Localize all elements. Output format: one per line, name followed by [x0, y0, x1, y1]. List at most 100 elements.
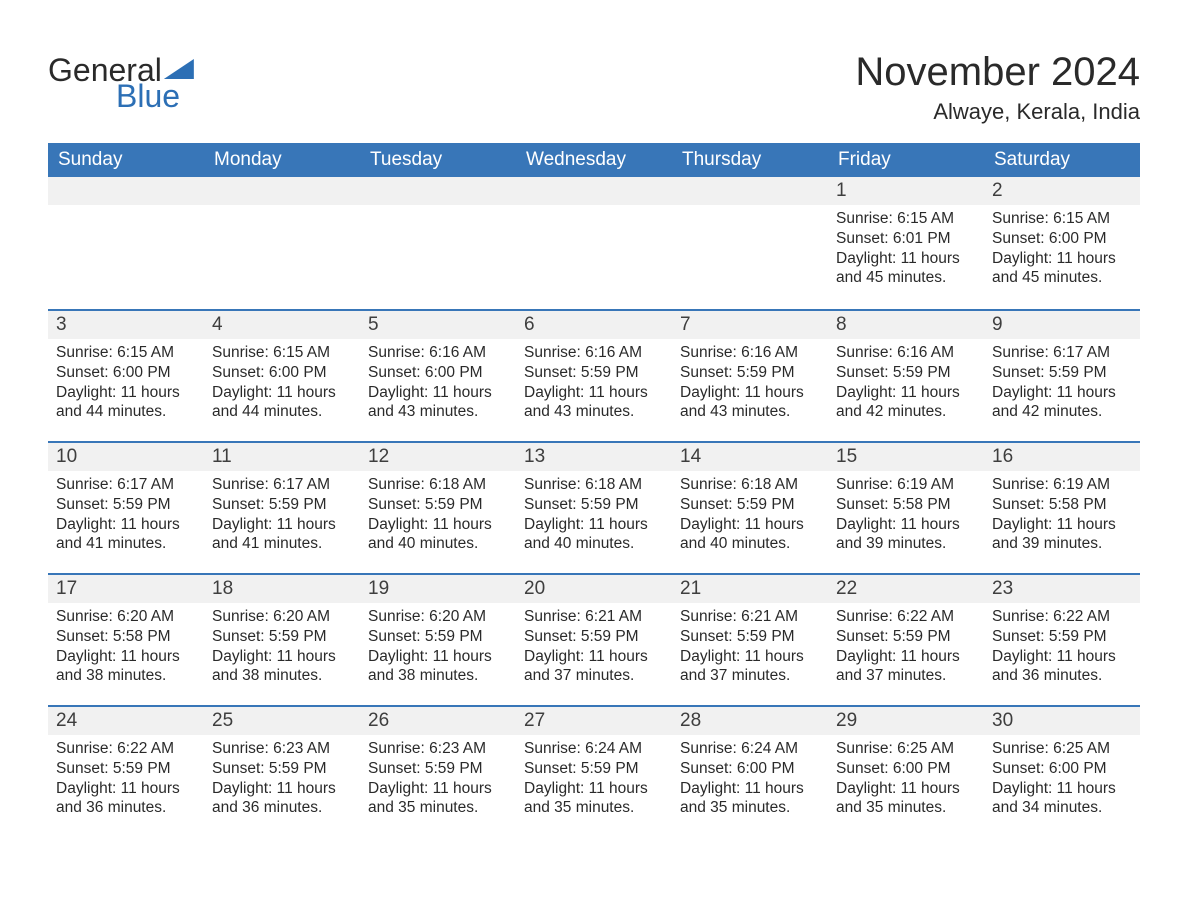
calendar-day-cell: 26Sunrise: 6:23 AMSunset: 5:59 PMDayligh… [360, 705, 516, 837]
calendar-day-cell: 21Sunrise: 6:21 AMSunset: 5:59 PMDayligh… [672, 573, 828, 705]
day-details: Sunrise: 6:18 AMSunset: 5:59 PMDaylight:… [672, 471, 828, 554]
day-number: 7 [672, 309, 828, 339]
sunset-text: Sunset: 5:59 PM [836, 363, 976, 383]
sunset-text: Sunset: 6:00 PM [992, 229, 1132, 249]
day-details: Sunrise: 6:17 AMSunset: 5:59 PMDaylight:… [984, 339, 1140, 422]
daylight-text: Daylight: 11 hours and 39 minutes. [992, 515, 1132, 555]
daylight-text: Daylight: 11 hours and 37 minutes. [836, 647, 976, 687]
sunrise-text: Sunrise: 6:25 AM [836, 739, 976, 759]
day-details: Sunrise: 6:22 AMSunset: 5:59 PMDaylight:… [828, 603, 984, 686]
day-number [204, 177, 360, 205]
day-number: 11 [204, 441, 360, 471]
day-details: Sunrise: 6:16 AMSunset: 5:59 PMDaylight:… [828, 339, 984, 422]
logo-word2: Blue [116, 80, 194, 112]
day-number: 27 [516, 705, 672, 735]
daylight-text: Daylight: 11 hours and 42 minutes. [836, 383, 976, 423]
sunrise-text: Sunrise: 6:18 AM [680, 475, 820, 495]
day-number: 17 [48, 573, 204, 603]
daylight-text: Daylight: 11 hours and 44 minutes. [56, 383, 196, 423]
calendar-day-cell: 14Sunrise: 6:18 AMSunset: 5:59 PMDayligh… [672, 441, 828, 573]
sunrise-text: Sunrise: 6:25 AM [992, 739, 1132, 759]
calendar-day-cell: 25Sunrise: 6:23 AMSunset: 5:59 PMDayligh… [204, 705, 360, 837]
calendar-day-cell: 8Sunrise: 6:16 AMSunset: 5:59 PMDaylight… [828, 309, 984, 441]
day-details: Sunrise: 6:21 AMSunset: 5:59 PMDaylight:… [672, 603, 828, 686]
daylight-text: Daylight: 11 hours and 44 minutes. [212, 383, 352, 423]
day-details: Sunrise: 6:15 AMSunset: 6:00 PMDaylight:… [984, 205, 1140, 288]
daylight-text: Daylight: 11 hours and 35 minutes. [680, 779, 820, 819]
daylight-text: Daylight: 11 hours and 35 minutes. [524, 779, 664, 819]
sunrise-text: Sunrise: 6:16 AM [524, 343, 664, 363]
calendar-day-cell [360, 177, 516, 309]
day-number: 23 [984, 573, 1140, 603]
sunrise-text: Sunrise: 6:18 AM [524, 475, 664, 495]
day-details: Sunrise: 6:18 AMSunset: 5:59 PMDaylight:… [360, 471, 516, 554]
sunrise-text: Sunrise: 6:16 AM [368, 343, 508, 363]
sunset-text: Sunset: 5:59 PM [368, 495, 508, 515]
calendar-day-cell [48, 177, 204, 309]
day-number: 19 [360, 573, 516, 603]
sunrise-text: Sunrise: 6:21 AM [524, 607, 664, 627]
day-number: 29 [828, 705, 984, 735]
calendar-day-cell: 19Sunrise: 6:20 AMSunset: 5:59 PMDayligh… [360, 573, 516, 705]
calendar-day-cell: 13Sunrise: 6:18 AMSunset: 5:59 PMDayligh… [516, 441, 672, 573]
weekday-header: Saturday [984, 143, 1140, 177]
sunrise-text: Sunrise: 6:20 AM [56, 607, 196, 627]
sunrise-text: Sunrise: 6:18 AM [368, 475, 508, 495]
day-number: 24 [48, 705, 204, 735]
calendar-day-cell [672, 177, 828, 309]
sunset-text: Sunset: 5:59 PM [212, 495, 352, 515]
day-number: 25 [204, 705, 360, 735]
sunset-text: Sunset: 5:59 PM [680, 495, 820, 515]
sunrise-text: Sunrise: 6:24 AM [680, 739, 820, 759]
weekday-header-row: Sunday Monday Tuesday Wednesday Thursday… [48, 143, 1140, 177]
day-details: Sunrise: 6:17 AMSunset: 5:59 PMDaylight:… [48, 471, 204, 554]
daylight-text: Daylight: 11 hours and 37 minutes. [680, 647, 820, 687]
sunset-text: Sunset: 6:00 PM [836, 759, 976, 779]
calendar-day-cell: 29Sunrise: 6:25 AMSunset: 6:00 PMDayligh… [828, 705, 984, 837]
sunset-text: Sunset: 5:59 PM [212, 759, 352, 779]
sunrise-text: Sunrise: 6:16 AM [836, 343, 976, 363]
sunrise-text: Sunrise: 6:16 AM [680, 343, 820, 363]
day-number [360, 177, 516, 205]
sunrise-text: Sunrise: 6:22 AM [56, 739, 196, 759]
calendar-day-cell: 4Sunrise: 6:15 AMSunset: 6:00 PMDaylight… [204, 309, 360, 441]
day-number: 4 [204, 309, 360, 339]
daylight-text: Daylight: 11 hours and 45 minutes. [836, 249, 976, 289]
sunrise-text: Sunrise: 6:20 AM [212, 607, 352, 627]
day-number: 22 [828, 573, 984, 603]
day-details: Sunrise: 6:22 AMSunset: 5:59 PMDaylight:… [984, 603, 1140, 686]
calendar-day-cell: 27Sunrise: 6:24 AMSunset: 5:59 PMDayligh… [516, 705, 672, 837]
logo: General Blue [48, 54, 194, 112]
weekday-header: Thursday [672, 143, 828, 177]
sunrise-text: Sunrise: 6:22 AM [992, 607, 1132, 627]
sunrise-text: Sunrise: 6:17 AM [212, 475, 352, 495]
day-number: 20 [516, 573, 672, 603]
header-bar: General Blue November 2024 Alwaye, Keral… [48, 40, 1140, 135]
sunset-text: Sunset: 5:59 PM [524, 495, 664, 515]
daylight-text: Daylight: 11 hours and 41 minutes. [56, 515, 196, 555]
day-number: 15 [828, 441, 984, 471]
day-number: 18 [204, 573, 360, 603]
calendar-week-row: 3Sunrise: 6:15 AMSunset: 6:00 PMDaylight… [48, 309, 1140, 441]
sunset-text: Sunset: 6:00 PM [56, 363, 196, 383]
calendar-day-cell: 24Sunrise: 6:22 AMSunset: 5:59 PMDayligh… [48, 705, 204, 837]
calendar-week-row: 10Sunrise: 6:17 AMSunset: 5:59 PMDayligh… [48, 441, 1140, 573]
day-details: Sunrise: 6:19 AMSunset: 5:58 PMDaylight:… [828, 471, 984, 554]
page-title: November 2024 [855, 50, 1140, 95]
day-number: 1 [828, 177, 984, 205]
day-details: Sunrise: 6:16 AMSunset: 5:59 PMDaylight:… [672, 339, 828, 422]
sunrise-text: Sunrise: 6:19 AM [992, 475, 1132, 495]
sunrise-text: Sunrise: 6:15 AM [836, 209, 976, 229]
calendar-day-cell: 28Sunrise: 6:24 AMSunset: 6:00 PMDayligh… [672, 705, 828, 837]
calendar-day-cell: 2Sunrise: 6:15 AMSunset: 6:00 PMDaylight… [984, 177, 1140, 309]
daylight-text: Daylight: 11 hours and 40 minutes. [524, 515, 664, 555]
sunrise-text: Sunrise: 6:21 AM [680, 607, 820, 627]
sunset-text: Sunset: 6:00 PM [368, 363, 508, 383]
calendar-week-row: 1Sunrise: 6:15 AMSunset: 6:01 PMDaylight… [48, 177, 1140, 309]
sunset-text: Sunset: 5:59 PM [56, 759, 196, 779]
calendar-day-cell: 23Sunrise: 6:22 AMSunset: 5:59 PMDayligh… [984, 573, 1140, 705]
calendar-day-cell: 3Sunrise: 6:15 AMSunset: 6:00 PMDaylight… [48, 309, 204, 441]
daylight-text: Daylight: 11 hours and 42 minutes. [992, 383, 1132, 423]
sunrise-text: Sunrise: 6:15 AM [56, 343, 196, 363]
day-number: 10 [48, 441, 204, 471]
